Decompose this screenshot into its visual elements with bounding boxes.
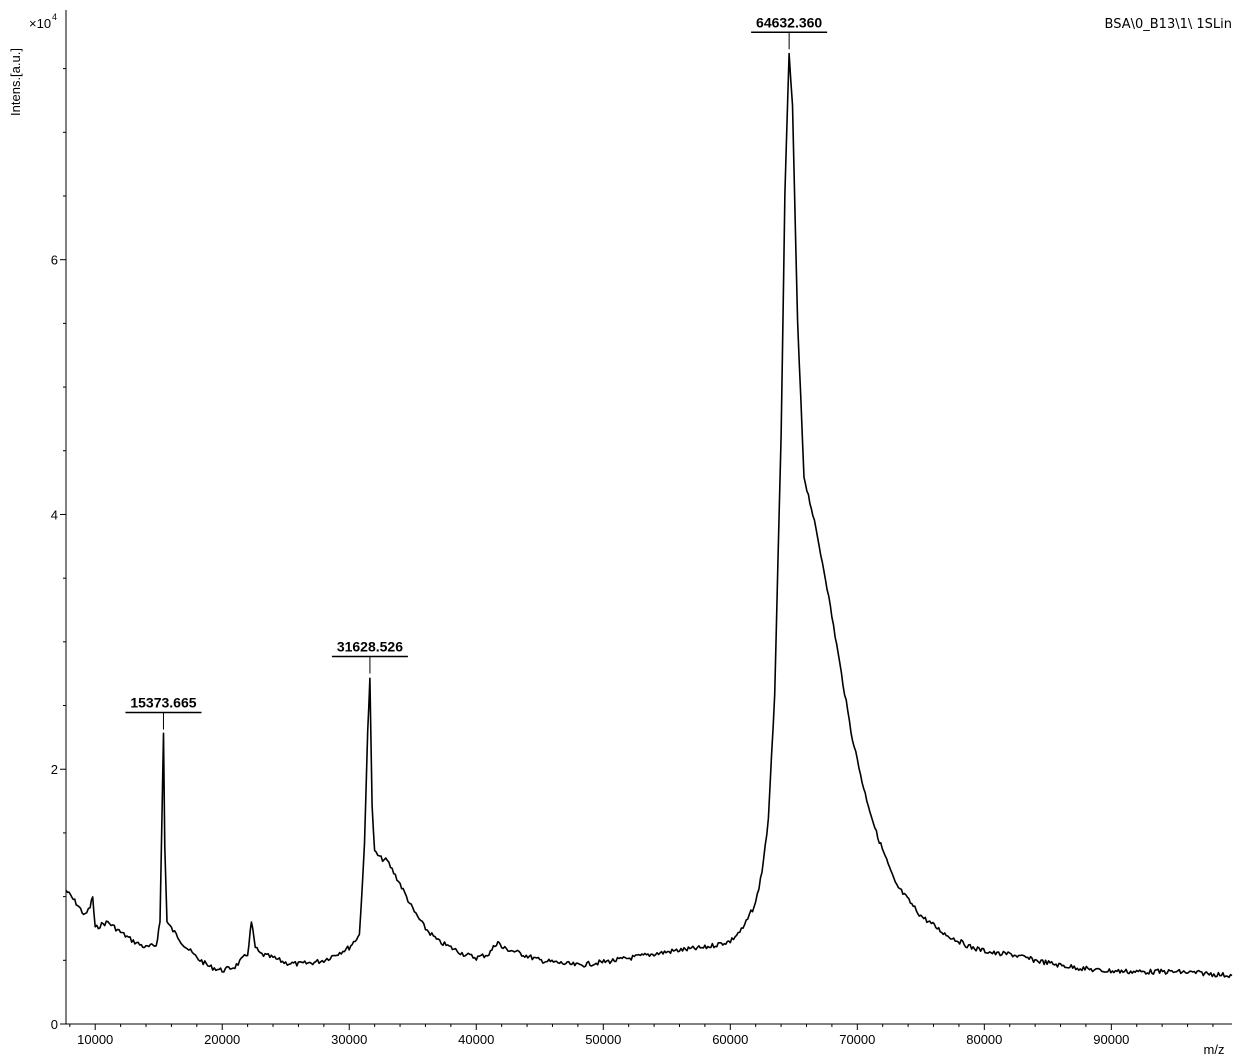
y-tick-label: 2 xyxy=(51,762,58,777)
x-tick-label: 60000 xyxy=(712,1032,748,1047)
peak-label: 15373.665 xyxy=(130,695,196,711)
x-tick-label: 70000 xyxy=(839,1032,875,1047)
sample-label: BSA\0_B13\1\ 1SLin xyxy=(1105,17,1232,32)
x-tick-label: 30000 xyxy=(331,1032,367,1047)
x-tick-label: 50000 xyxy=(585,1032,621,1047)
y-scale-exponent: 4 xyxy=(52,12,57,22)
y-tick-label: 4 xyxy=(51,507,58,522)
y-axis-title: Intens.[a.u.] xyxy=(8,48,23,116)
y-tick-label: 6 xyxy=(51,253,58,268)
x-tick-label: 40000 xyxy=(458,1032,494,1047)
y-scale-multiplier: ×10 xyxy=(29,16,51,31)
x-axis-title: m/z xyxy=(1204,1042,1225,1057)
x-tick-label: 20000 xyxy=(204,1032,240,1047)
y-tick-label: 0 xyxy=(51,1017,58,1032)
x-tick-label: 10000 xyxy=(77,1032,113,1047)
x-tick-label: 90000 xyxy=(1093,1032,1129,1047)
peak-label: 64632.360 xyxy=(756,14,822,30)
peak-label: 31628.526 xyxy=(337,639,403,655)
x-tick-label: 80000 xyxy=(966,1032,1002,1047)
